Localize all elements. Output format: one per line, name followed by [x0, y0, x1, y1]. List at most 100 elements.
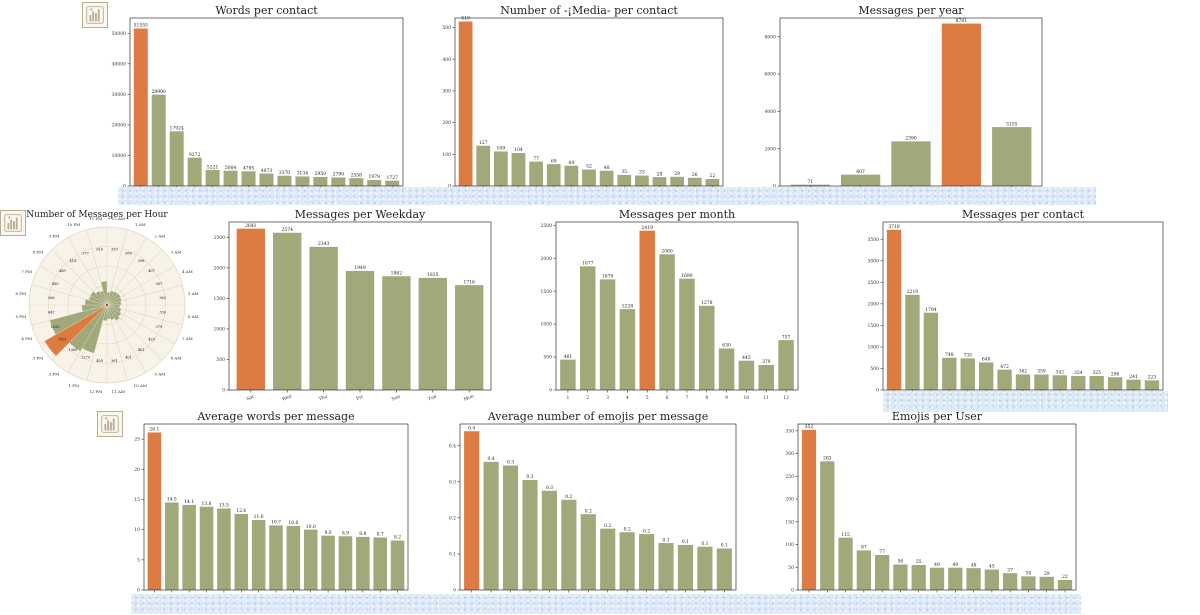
messages-per-weekday-chart: Messages per Weekday 0 500 1000 1500 2000 2500… [214, 208, 492, 403]
bar [522, 479, 538, 590]
y-tick-label: 50 [788, 565, 794, 571]
bar [187, 157, 202, 186]
bar [251, 519, 266, 590]
hour-label: 7 AM [182, 336, 193, 341]
plot-frame [797, 423, 1077, 591]
value-label: 26 [692, 172, 698, 178]
bar [635, 175, 649, 186]
y-tick-label: 20 [134, 467, 140, 473]
bar [697, 546, 713, 590]
value-label: 13.5 [219, 503, 229, 509]
chart-messages-per-contact: Messages per contact 0 500 1000 1500 2000 2500… [855, 208, 1175, 408]
value-label: 630 [722, 343, 731, 349]
y-tick-label: 500 [442, 25, 451, 31]
hour-label: 2 AM [155, 233, 166, 238]
bar [619, 309, 636, 390]
y-tick-label: 0 [453, 588, 456, 594]
y-tick-label: 25 [134, 437, 140, 443]
bar [259, 173, 274, 186]
words-per-contact-chart: Words per contact 0 10000 20000 30000 40000 50… [112, 4, 404, 190]
value-label: 1690 [681, 273, 693, 279]
value-label: 29900 [152, 89, 166, 95]
hour-label: 12 PM [89, 389, 102, 394]
hour-label: 5 AM [188, 291, 199, 296]
value-label: 296 [1111, 371, 1120, 377]
bar [966, 568, 981, 590]
y-tick-label: 6000 [765, 72, 777, 78]
value-label: 48 [604, 165, 610, 171]
value-label: 1279 [81, 355, 90, 359]
value-label: 325 [1092, 370, 1101, 376]
value-label: 757 [782, 334, 791, 340]
bar [1107, 377, 1123, 390]
value-label: 2950 [315, 171, 327, 177]
plot-frame [454, 17, 724, 187]
plot-frame [143, 423, 409, 591]
polar-wedge [95, 290, 108, 306]
messages-per-contact-chart: Messages per contact 0 500 1000 1500 2000 2500… [868, 208, 1164, 394]
x-tick-label: 7 [685, 395, 688, 401]
value-label: 2558 [351, 172, 363, 178]
chart-avg-emojis-per-message: Average number of emojis per message 0 0.1… [440, 410, 750, 600]
plot-frame [882, 221, 1164, 391]
bar [687, 177, 702, 186]
y-tick-label: 1000 [214, 327, 226, 333]
y-tick-label: 2500 [868, 280, 880, 286]
hour-label: 1 PM [68, 383, 79, 388]
bar [891, 141, 931, 186]
x-tick-label: Sun [391, 394, 402, 403]
value-label: 0.2 [624, 526, 631, 532]
value-label: 14.1 [184, 499, 194, 505]
value-label: 17924 [170, 125, 184, 131]
bar [790, 184, 830, 186]
bar-highlight [458, 21, 473, 187]
value-label: 8.8 [359, 531, 366, 537]
avg-emojis-per-message-chart: Average number of emojis per message 0 0.1… [449, 410, 737, 594]
y-tick-label: 500 [870, 366, 879, 372]
bar [1144, 380, 1160, 390]
x-tick-label: 1 [566, 395, 569, 401]
value-label: 51555 [134, 23, 148, 29]
bar-chart-logo-icon [4, 214, 22, 232]
value-label: 8.2 [394, 535, 401, 541]
value-label: 48 [971, 562, 977, 568]
bar [561, 499, 577, 590]
y-tick-label: 400 [442, 57, 451, 63]
bar [313, 176, 328, 186]
bar [331, 177, 346, 186]
bar [1057, 579, 1073, 590]
bar [838, 537, 853, 590]
bar [738, 360, 755, 390]
value-label: 1727 [386, 175, 398, 181]
value-label: 607 [856, 169, 865, 175]
emojis-per-user-chart: Emojis per User 0 50 100 150 200 250 300 350 352 2… [785, 410, 1077, 594]
messages-per-hour-chart: Number of Messages per Hour 330 12 AM 380 1 … [15, 210, 199, 394]
y-tick-label: 0 [448, 184, 451, 190]
value-label: 109 [497, 146, 506, 152]
value-label: 2343 [318, 241, 330, 247]
value-label: 10.6 [288, 520, 298, 526]
bar [546, 164, 561, 186]
y-tick-label: 10000 [112, 153, 126, 159]
value-label: 22 [710, 173, 716, 179]
bar [223, 170, 238, 186]
value-label: 9272 [189, 152, 201, 158]
value-label: 1979 [369, 174, 381, 180]
y-tick-label: 50000 [112, 31, 126, 37]
value-label: 1862 [391, 270, 403, 276]
value-label: 1851 [58, 338, 67, 342]
bar-highlight [639, 230, 655, 390]
value-label: 2060 [661, 248, 673, 254]
value-label: 1877 [582, 261, 594, 267]
bar-chart-logo-icon [86, 6, 104, 24]
bar [659, 254, 675, 390]
bar [286, 526, 301, 590]
value-label: 52 [586, 164, 592, 170]
hour-label: 3 PM [33, 355, 44, 360]
value-label: 77 [533, 156, 539, 162]
value-label: 0.2 [585, 508, 592, 514]
bar [978, 362, 994, 390]
bar [679, 278, 695, 390]
value-label: 26.1 [149, 427, 159, 433]
value-label: 4073 [261, 168, 273, 174]
